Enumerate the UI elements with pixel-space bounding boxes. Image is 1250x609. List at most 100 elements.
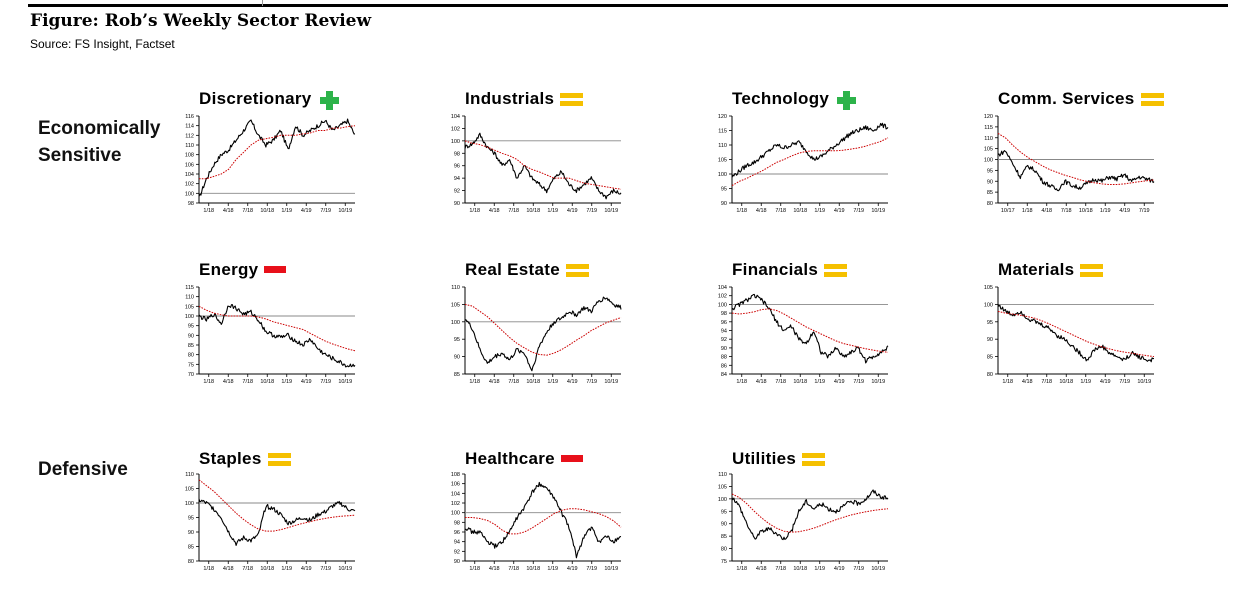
panel-title-staples: Staples xyxy=(199,449,262,468)
price-series-line xyxy=(198,498,356,546)
x-tick-label: 7/18 xyxy=(242,379,253,385)
x-tick-label: 1/18 xyxy=(469,208,480,214)
x-tick-label: 4/18 xyxy=(756,208,767,214)
x-tick-label: 4/18 xyxy=(756,379,767,385)
panel-title-healthcare: Healthcare xyxy=(465,449,555,468)
y-tick-label: 96 xyxy=(721,320,727,326)
moving-average-line xyxy=(997,310,1155,358)
equal-signal-icon xyxy=(802,450,826,475)
chart-svg-real-estate: 85 90 95 100 105 110 1/18 4/18 7/18 10/18 1/19 4/19… xyxy=(451,285,622,385)
y-tick-label: 105 xyxy=(984,147,993,153)
x-tick-label: 1/19 xyxy=(547,566,558,572)
y-tick-label: 110 xyxy=(451,285,460,291)
price-series-line xyxy=(198,118,356,197)
x-tick-label: 7/18 xyxy=(242,566,253,572)
y-tick-label: 112 xyxy=(185,133,194,139)
y-tick-label: 92 xyxy=(454,189,460,195)
y-tick-label: 100 xyxy=(718,302,727,308)
y-tick-label: 102 xyxy=(451,501,460,507)
y-tick-label: 114 xyxy=(185,124,194,130)
x-tick-label: 7/18 xyxy=(775,566,786,572)
x-tick-label: 7/19 xyxy=(320,566,331,572)
x-tick-label: 4/18 xyxy=(489,208,500,214)
y-tick-label: 120 xyxy=(718,114,727,120)
chart-svg-discretionary: 98 100 102 104 106 108 110 112 114 116 1/18 4/18 7/1… xyxy=(185,114,356,214)
group-label-economically-sensitive: Economically Sensitive xyxy=(38,118,161,166)
x-tick-label: 7/19 xyxy=(320,379,331,385)
x-tick-label: 1/19 xyxy=(547,379,558,385)
y-tick-label: 96 xyxy=(454,530,460,536)
panel-title-energy: Energy xyxy=(199,260,259,279)
y-tick-label: 70 xyxy=(188,372,194,378)
x-tick-label: 1/18 xyxy=(469,379,480,385)
y-tick-label: 106 xyxy=(451,482,460,488)
x-tick-label: 4/19 xyxy=(301,379,312,385)
y-tick-label: 90 xyxy=(721,346,727,352)
chart-svg-utilities: 75 80 85 90 95 100 105 110 1/18 4/18 7/18 10/18 1/19… xyxy=(718,472,889,572)
y-tick-label: 85 xyxy=(987,190,993,196)
x-tick-label: 7/19 xyxy=(1119,379,1130,385)
y-tick-label: 102 xyxy=(718,294,727,300)
y-tick-label: 120 xyxy=(984,114,993,120)
chart-svg-healthcare: 90 92 94 96 98 100 102 104 106 108 1/18 4/18 7/18 10/… xyxy=(451,472,622,572)
moving-average-line xyxy=(198,305,356,352)
chart-svg-technology: 90 95 100 105 110 115 120 1/18 4/18 7/18 10/18 1/19… xyxy=(718,114,889,214)
y-tick-label: 115 xyxy=(185,285,194,291)
chart-industrials: 90 92 94 96 98 100 102 104 1/18 4/18 7/18 10/18 1/19… xyxy=(441,111,627,215)
x-tick-label: 4/19 xyxy=(567,566,578,572)
group-label-defensive: Defensive xyxy=(38,459,128,480)
x-tick-label: 1/19 xyxy=(281,566,292,572)
panel-title-real-estate: Real Estate xyxy=(465,260,560,279)
y-tick-label: 102 xyxy=(451,126,460,132)
y-tick-label: 105 xyxy=(984,285,993,291)
x-tick-label: 10/18 xyxy=(526,379,540,385)
moving-average-line xyxy=(731,493,889,533)
y-tick-label: 105 xyxy=(185,304,194,310)
y-tick-label: 86 xyxy=(721,363,727,369)
y-tick-label: 90 xyxy=(188,530,194,536)
y-tick-label: 90 xyxy=(454,355,460,361)
y-tick-label: 90 xyxy=(987,337,993,343)
equal-signal-icon xyxy=(560,90,584,115)
x-tick-label: 1/18 xyxy=(736,208,747,214)
minus-signal-icon xyxy=(264,261,288,286)
x-tick-label: 7/19 xyxy=(320,208,331,214)
moving-average-line xyxy=(464,140,622,190)
moving-average-line xyxy=(464,303,622,356)
y-tick-label: 88 xyxy=(721,355,727,361)
x-tick-label: 10/19 xyxy=(871,379,885,385)
x-tick-label: 1/18 xyxy=(1002,379,1013,385)
y-tick-label: 92 xyxy=(454,549,460,555)
x-tick-label: 10/18 xyxy=(1059,379,1073,385)
y-tick-label: 115 xyxy=(984,125,993,131)
y-tick-label: 104 xyxy=(185,172,194,178)
x-tick-label: 1/18 xyxy=(469,566,480,572)
x-tick-label: 7/19 xyxy=(853,208,864,214)
price-series-line xyxy=(731,293,889,364)
y-tick-label: 95 xyxy=(188,324,194,330)
y-tick-label: 110 xyxy=(718,143,727,149)
x-tick-label: 10/19 xyxy=(604,379,618,385)
price-series-line xyxy=(464,132,622,200)
moving-average-line xyxy=(731,308,889,353)
x-tick-label: 7/19 xyxy=(853,379,864,385)
y-tick-label: 90 xyxy=(188,333,194,339)
chart-staples: 80 85 90 95 100 105 110 1/18 4/18 7/18 10/18 1/19 4/… xyxy=(175,469,361,573)
y-tick-label: 100 xyxy=(185,314,194,320)
y-tick-label: 100 xyxy=(718,497,727,503)
y-tick-label: 90 xyxy=(454,559,460,565)
y-tick-label: 100 xyxy=(451,511,460,517)
y-tick-label: 85 xyxy=(188,343,194,349)
y-tick-label: 104 xyxy=(451,491,460,497)
chart-svg-comm-services: 80 85 90 95 100 105 110 115 120 10/17 1/18 4/18 7/18… xyxy=(984,114,1155,214)
x-tick-label: 10/18 xyxy=(793,566,807,572)
x-tick-label: 4/18 xyxy=(489,566,500,572)
y-tick-label: 105 xyxy=(185,487,194,493)
x-tick-label: 10/17 xyxy=(1001,208,1015,214)
x-tick-label: 1/19 xyxy=(814,208,825,214)
panel-title-utilities: Utilities xyxy=(732,449,797,468)
y-tick-label: 98 xyxy=(454,520,460,526)
equal-signal-icon xyxy=(267,450,292,475)
price-series-line xyxy=(731,122,889,178)
x-tick-label: 1/18 xyxy=(736,379,747,385)
